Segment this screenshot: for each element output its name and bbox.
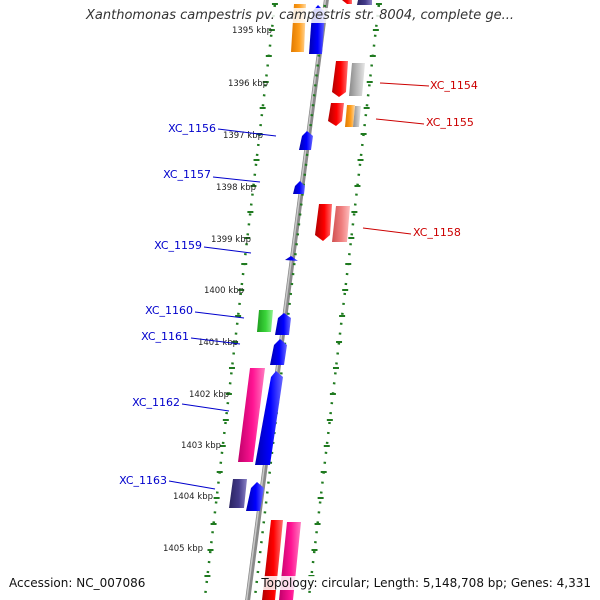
- gene-label-xc-1163[interactable]: XC_1163: [119, 474, 167, 487]
- tick-label: 1404 kbp: [173, 492, 213, 502]
- gene-label-xc-1158[interactable]: XC_1158: [413, 226, 461, 239]
- leader-line: [362, 227, 412, 235]
- leader-line: [217, 128, 277, 137]
- leader-line: [379, 82, 430, 87]
- tick-label: 1403 kbp: [181, 441, 221, 451]
- tick-label: 1402 kbp: [189, 390, 229, 400]
- gene-label-xc-1162[interactable]: XC_1162: [132, 396, 180, 409]
- gene-feature-navy[interactable]: [229, 479, 247, 508]
- leader-line: [181, 403, 230, 412]
- gene-feature-red[interactable]: [328, 103, 344, 126]
- gene-feature-red[interactable]: [332, 61, 348, 97]
- leader-line: [203, 246, 252, 254]
- gene-feature-red[interactable]: [342, 0, 352, 4]
- gene-feature-blue[interactable]: [275, 313, 291, 335]
- gene-feature-blue[interactable]: [255, 371, 283, 465]
- map-title: Xanthomonas campestris pv. campestris st…: [0, 8, 600, 23]
- ring-guide: [203, 0, 277, 600]
- gene-label-xc-1155[interactable]: XC_1155: [426, 116, 474, 129]
- tick-label: 1397 kbp: [223, 131, 263, 141]
- ring-guides: [203, 0, 381, 600]
- leader-line: [375, 118, 425, 125]
- gene-label-xc-1154[interactable]: XC_1154: [430, 79, 478, 92]
- gene-label-xc-1157[interactable]: XC_1157: [163, 168, 211, 181]
- gene-feature-navy[interactable]: [357, 0, 372, 5]
- gene-labels: XC_1154 XC_1155 XC_1158 XC_1156 XC_1157 …: [119, 79, 478, 487]
- gene-feature-red[interactable]: [315, 204, 332, 241]
- ring-guide: [307, 0, 381, 600]
- gene-label-xc-1161[interactable]: XC_1161: [141, 330, 189, 343]
- gene-feature-orange[interactable]: [345, 105, 355, 127]
- gene-features: [229, 0, 372, 600]
- gene-feature-salmon[interactable]: [332, 206, 350, 242]
- leader-line: [190, 337, 241, 345]
- gene-feature-blue[interactable]: [246, 482, 264, 511]
- tick-label: 1399 kbp: [211, 235, 251, 245]
- leader-line: [212, 176, 261, 183]
- accession-label: Accession: NC_007086: [9, 576, 146, 590]
- tick-label: 1398 kbp: [216, 183, 256, 193]
- tick-label: 1395 kbp: [232, 26, 272, 36]
- leader-line: [194, 311, 245, 319]
- gene-feature-blue[interactable]: [293, 181, 305, 194]
- tick-label: 1400 kbp: [204, 286, 244, 296]
- tick-label: 1401 kbp: [198, 338, 238, 348]
- gene-feature-pink[interactable]: [238, 368, 265, 462]
- gene-label-xc-1159[interactable]: XC_1159: [154, 239, 202, 252]
- genome-summary-label: Topology: circular; Length: 5,148,708 bp…: [261, 576, 591, 590]
- leader-line: [168, 480, 216, 490]
- ring-guide: [253, 0, 327, 600]
- gene-feature-green[interactable]: [257, 310, 273, 332]
- tick-label: 1405 kbp: [163, 544, 203, 554]
- gene-feature-blue[interactable]: [285, 256, 298, 261]
- gene-feature-blue[interactable]: [299, 131, 313, 150]
- label-leaders: [168, 82, 430, 490]
- tick-labels: 1395 kbp 1396 kbp 1397 kbp 1398 kbp 1399…: [163, 26, 272, 554]
- gene-feature-blue[interactable]: [270, 339, 287, 365]
- gene-feature-gray[interactable]: [349, 63, 365, 96]
- tick-label: 1396 kbp: [228, 79, 268, 89]
- gene-label-xc-1156[interactable]: XC_1156: [168, 122, 216, 135]
- gene-feature-gray[interactable]: [353, 106, 361, 127]
- gene-label-xc-1160[interactable]: XC_1160: [145, 304, 193, 317]
